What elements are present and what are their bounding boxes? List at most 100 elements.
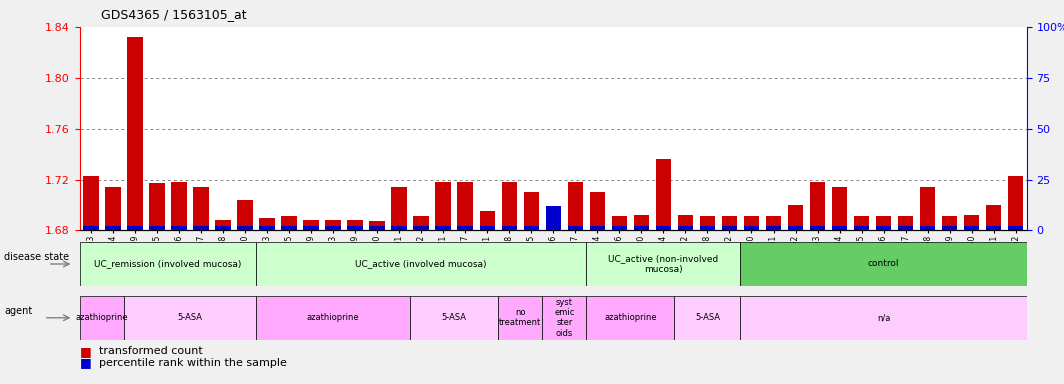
Bar [194,226,209,230]
Bar [303,220,319,230]
Bar [744,217,760,230]
Text: 5-ASA: 5-ASA [442,313,467,322]
Bar [810,182,826,230]
Bar [128,226,143,230]
Bar [237,226,252,230]
Bar [80,296,123,340]
Bar [766,226,781,230]
Text: n/a: n/a [877,313,891,322]
Bar [612,226,627,230]
Bar [898,217,913,230]
Bar [567,226,583,230]
Bar [700,226,715,230]
Bar [567,182,583,230]
Text: percentile rank within the sample: percentile rank within the sample [99,358,287,368]
Bar [80,242,256,286]
Bar [964,226,979,230]
Bar [410,296,498,340]
Bar [543,296,586,340]
Bar [414,217,429,230]
Bar [501,226,517,230]
Bar [634,226,649,230]
Bar [480,211,495,230]
Bar [744,226,760,230]
Text: 5-ASA: 5-ASA [178,313,202,322]
Text: no
treatment: no treatment [499,308,542,328]
Bar [256,296,410,340]
Bar [586,296,675,340]
Bar [546,218,561,230]
Bar [501,182,517,230]
Bar [678,215,693,230]
Bar [942,217,958,230]
Bar [215,226,231,230]
Bar [741,242,1027,286]
Bar [260,226,275,230]
Bar [854,226,869,230]
Bar [303,226,319,230]
Bar [1008,176,1024,230]
Bar [986,226,1001,230]
Text: UC_active (involved mucosa): UC_active (involved mucosa) [355,260,487,268]
Bar [876,217,892,230]
Bar [369,222,385,230]
Bar [281,217,297,230]
Bar [810,226,826,230]
Bar [678,226,693,230]
Bar [149,183,165,230]
Bar [480,226,495,230]
Bar [392,226,406,230]
Bar [655,159,671,230]
Bar [741,296,1027,340]
Bar [83,176,99,230]
Bar [586,242,741,286]
Bar [215,220,231,230]
Bar [986,205,1001,230]
Bar [83,226,99,230]
Bar [876,226,892,230]
Bar [171,182,186,230]
Bar [721,217,737,230]
Text: UC_remission (involved mucosa): UC_remission (involved mucosa) [95,260,242,268]
Bar [634,215,649,230]
Bar [675,296,741,340]
Text: disease state: disease state [4,252,69,262]
Bar [435,226,451,230]
Bar [105,187,120,230]
Text: UC_active (non-involved
mucosa): UC_active (non-involved mucosa) [609,254,718,274]
Bar [458,226,472,230]
Bar [149,226,165,230]
Bar [766,217,781,230]
Text: 5-ASA: 5-ASA [695,313,720,322]
Bar [942,226,958,230]
Bar [498,296,543,340]
Bar [435,182,451,230]
Bar [171,226,186,230]
Bar [347,220,363,230]
Bar [898,226,913,230]
Text: GDS4365 / 1563105_at: GDS4365 / 1563105_at [101,8,247,21]
Bar [326,220,340,230]
Text: azathioprine: azathioprine [76,313,128,322]
Bar [920,226,935,230]
Text: syst
emic
ster
oids: syst emic ster oids [554,298,575,338]
Bar [237,200,252,230]
Bar [256,242,586,286]
Text: ■: ■ [80,356,96,369]
Text: azathioprine: azathioprine [306,313,360,322]
Bar [369,226,385,230]
Bar [281,226,297,230]
Bar [523,192,539,230]
Bar [123,296,256,340]
Bar [964,215,979,230]
Bar [832,187,847,230]
Bar [612,217,627,230]
Text: azathioprine: azathioprine [604,313,656,322]
Bar [700,217,715,230]
Bar [589,226,605,230]
Bar [787,205,803,230]
Bar [326,226,340,230]
Bar [194,187,209,230]
Text: ■: ■ [80,345,96,358]
Bar [523,226,539,230]
